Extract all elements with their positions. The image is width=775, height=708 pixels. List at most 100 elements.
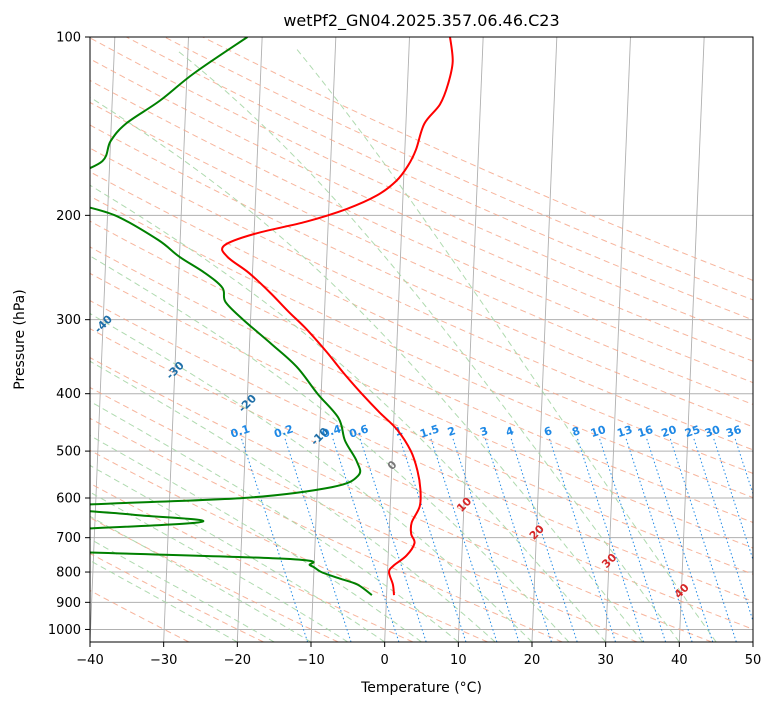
plot-frame	[89, 36, 754, 643]
moist-adiabat	[90, 312, 533, 642]
moist-adiabat	[90, 435, 422, 642]
isotherm-line	[605, 37, 631, 642]
mixing-ratio-label: 20	[660, 423, 679, 440]
dewpoint-line	[90, 37, 373, 596]
dry-adiabat	[164, 37, 753, 301]
y-tick-label: 600	[56, 492, 81, 507]
dry-adiabat	[90, 357, 712, 642]
isotherm-line	[90, 37, 116, 642]
y-tick-label: 400	[56, 387, 81, 402]
x-tick-label: −30	[150, 653, 177, 668]
y-tick-label: 900	[56, 596, 81, 611]
y-tick-label: 800	[56, 566, 81, 581]
moist-adiabat	[90, 515, 312, 642]
moist-adiabat	[90, 491, 349, 642]
dry-adiabat	[90, 589, 190, 642]
mixing-ratio-label: 8	[570, 424, 581, 439]
profile-series	[90, 37, 454, 596]
mixing-ratio-labels: 0.1 0.2 0.4 0.6 1 1.5 2 3 4 6 8 10 13 16 20 25 30 36	[229, 422, 743, 440]
mixing-ratio-label: 6	[542, 424, 554, 439]
x-tick-label: −20	[224, 653, 251, 668]
y-axis-ticks: 100 200 300 400 500 600 700 800 900 1000	[48, 31, 90, 638]
mixing-ratio-label: 16	[636, 423, 655, 440]
mixing-ratio-label: 2	[446, 424, 457, 439]
moist-adiabat	[90, 538, 275, 642]
mixing-ratio-label: 0.6	[348, 422, 371, 440]
mixing-ratio-line	[484, 437, 552, 642]
y-tick-label: 500	[56, 445, 81, 460]
dry-adiabat	[90, 195, 753, 499]
dry-adiabat	[126, 37, 753, 321]
moist-adiabat	[90, 400, 459, 642]
y-axis-label: Pressure (hPa)	[12, 289, 28, 389]
dry-adiabat	[90, 417, 563, 642]
mixing-ratio-label: 13	[615, 423, 634, 440]
isotherm-line	[752, 631, 753, 642]
isotherm-line	[678, 37, 705, 642]
isotherm-line	[236, 37, 263, 642]
pressure-gridlines	[90, 37, 753, 630]
isotherm-line	[384, 37, 410, 642]
dry-adiabat	[90, 147, 753, 451]
isotherm-line	[531, 37, 558, 642]
moist-adiabat	[90, 464, 385, 642]
mixing-ratio-label: 4	[504, 424, 516, 439]
mixing-ratio-label: 25	[683, 423, 702, 440]
dry-adiabat	[90, 220, 753, 523]
y-tick-label: 700	[56, 531, 81, 546]
y-tick-label: 1000	[48, 623, 81, 638]
isotherm-line	[457, 37, 484, 642]
y-tick-label: 200	[56, 209, 81, 224]
moist-adiabat-lines	[90, 49, 717, 642]
mixing-ratio-label: 0.1	[229, 422, 252, 440]
mixing-ratio-line	[598, 437, 667, 642]
x-tick-label: 10	[450, 653, 467, 668]
x-tick-label: 50	[745, 653, 762, 668]
mixing-ratio-label: 0.4	[320, 422, 343, 440]
dry-adiabat	[90, 552, 264, 642]
dry-adiabat	[90, 449, 488, 642]
mixing-ratio-label: 3	[478, 424, 489, 439]
dry-adiabat	[90, 37, 753, 341]
mixing-ratio-line	[576, 437, 644, 642]
y-tick-label: 300	[56, 313, 81, 328]
mixing-ratio-line	[713, 437, 753, 562]
dry-adiabat	[90, 79, 753, 384]
isotherm-label: -30	[164, 359, 187, 382]
mixing-ratio-line	[548, 437, 616, 642]
mixing-ratio-label: 36	[724, 423, 743, 440]
moist-adiabat	[296, 49, 717, 642]
mixing-ratio-label: 0.2	[272, 422, 295, 440]
x-tick-label: 30	[597, 653, 614, 668]
mixing-ratio-label: 30	[703, 423, 722, 440]
x-tick-label: 40	[671, 653, 688, 668]
moist-adiabat	[90, 96, 643, 642]
moist-adiabat	[90, 255, 570, 642]
isotherm-label: 20	[527, 522, 547, 542]
isotherm-label: -40	[92, 312, 115, 335]
moist-adiabat	[90, 360, 496, 642]
mixing-ratio-label: 1.5	[418, 422, 441, 440]
dry-adiabat	[90, 386, 638, 642]
isotherm-label: 30	[599, 551, 619, 571]
mixing-ratio-label: 10	[589, 423, 608, 440]
moist-adiabat	[175, 49, 680, 642]
x-tick-label: 0	[381, 653, 389, 668]
mixing-ratio-line	[430, 437, 498, 642]
dry-adiabat	[90, 328, 753, 630]
temperature-line	[221, 37, 454, 596]
y-tick-label: 100	[56, 31, 81, 46]
x-tick-label: −10	[297, 653, 324, 668]
mixing-ratio-line	[510, 437, 578, 642]
dry-adiabat	[90, 58, 753, 362]
isotherm-label: -20	[236, 392, 259, 415]
x-tick-label: −40	[76, 653, 103, 668]
x-axis-ticks: −40 −30 −20 −10 0 10 20 30 40 50	[76, 642, 761, 668]
moist-adiabat	[90, 184, 607, 642]
dry-adiabat	[90, 482, 414, 642]
x-axis-label: Temperature (°C)	[360, 680, 482, 696]
chart-title: wetPf2_GN04.2025.357.06.46.C23	[283, 11, 559, 31]
isotherm-line	[163, 37, 189, 642]
